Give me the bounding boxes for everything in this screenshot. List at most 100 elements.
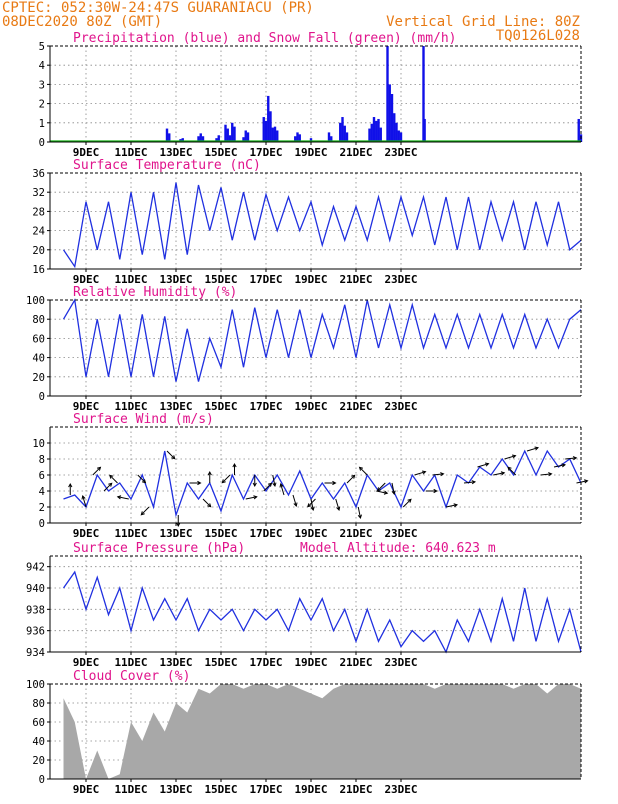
temp-xtick-label: 13DEC — [159, 273, 192, 286]
precip-bar — [181, 138, 184, 142]
precip-ytick-label: 5 — [39, 41, 45, 53]
precip-bar — [309, 138, 313, 142]
precip-xtick-label: 9DEC — [73, 146, 100, 159]
wind-arrowhead — [176, 522, 181, 528]
wind-arrow — [82, 495, 87, 508]
wind-arrow — [92, 466, 101, 476]
temp-title: Surface Temperature (nC) — [73, 158, 261, 173]
wind-arrowhead — [96, 466, 102, 471]
panel-precip: Precipitation (blue) and Snow Fall (gree… — [39, 31, 583, 159]
wind-arrowhead — [383, 490, 389, 495]
precip-bar — [330, 136, 333, 142]
temp-ytick-label: 24 — [32, 226, 45, 238]
precip-xtick-label: 11DEC — [114, 146, 147, 159]
wind-arrow — [540, 473, 552, 476]
wind-arrow — [202, 498, 212, 508]
wind-arrowhead — [310, 506, 315, 512]
pressure-line — [62, 570, 582, 654]
precip-xtick-label: 19DEC — [294, 146, 327, 159]
panel-cloud: Cloud Cover (%) 0 20 40 60 80 100 9DEC 11DEC 13DE… — [26, 669, 582, 796]
precip-ytick-label: 4 — [39, 60, 45, 72]
wind-arrowhead — [376, 487, 382, 492]
temp-xtick-label: 23DEC — [384, 273, 417, 286]
wind-arrow — [307, 498, 316, 508]
wind-arrow — [310, 498, 314, 511]
wind-xtick-label: 19DEC — [294, 527, 327, 540]
precip-bar — [339, 122, 342, 142]
precip-bar — [296, 132, 299, 142]
wind-arrow — [346, 474, 356, 484]
precip-bar — [271, 127, 274, 142]
precip-bar — [372, 117, 376, 142]
precip-bar — [276, 130, 279, 142]
rh-title: Relative Humidity (%) — [73, 285, 237, 300]
panel-rh: Relative Humidity (%) 0 20 40 60 80 100 9DEC 11D… — [26, 285, 582, 413]
pressure-xtick-label: 19DEC — [294, 656, 327, 669]
precip-bar — [264, 120, 268, 142]
wind-arrowhead — [471, 480, 477, 485]
wind-arrow — [140, 506, 150, 516]
wind-ytick-label: 0 — [39, 518, 45, 530]
cloud-xtick-label: 21DEC — [339, 783, 372, 796]
cloud-area — [63, 684, 581, 779]
precip-bar — [399, 132, 403, 142]
cloud-ytick-label: 60 — [32, 717, 45, 729]
pressure-xtick-label: 17DEC — [249, 656, 282, 669]
wind-arrow — [335, 498, 340, 511]
rh-xtick-label: 13DEC — [159, 400, 192, 413]
pressure-xtick-label: 13DEC — [159, 656, 192, 669]
wind-arrowhead — [572, 456, 578, 461]
wind-arrow — [565, 457, 577, 460]
wind-arrowhead — [232, 462, 237, 468]
wind-arrowhead — [507, 466, 512, 471]
precip-bar — [294, 136, 297, 142]
precip-bar — [377, 118, 380, 142]
precip-bar — [386, 46, 389, 142]
rh-xtick-label: 23DEC — [384, 400, 417, 413]
precip-bar — [341, 117, 344, 142]
wind-arrow — [137, 474, 146, 484]
precip-bar — [269, 111, 272, 142]
wind-arrow — [553, 464, 566, 468]
chart-panels: Precipitation (blue) and Snow Fall (gree… — [26, 31, 589, 796]
precip-bar — [393, 113, 396, 142]
precip-bar — [298, 134, 301, 142]
precip-bar — [343, 125, 346, 142]
wind-arrowhead — [81, 495, 86, 500]
wind-arrowhead — [307, 503, 312, 508]
rh-ytick-label: 40 — [32, 353, 45, 365]
wind-arrowhead — [484, 462, 490, 467]
precip-bar — [327, 132, 331, 142]
rh-xtick-label: 21DEC — [339, 400, 372, 413]
wind-arrowhead — [561, 463, 567, 468]
wind-arrowhead — [358, 466, 364, 471]
wind-arrow — [504, 455, 516, 460]
cloud-ytick-label: 40 — [32, 736, 45, 748]
wind-arrowhead — [141, 479, 147, 484]
wind-arrowhead — [332, 480, 337, 486]
wind-arrow — [359, 466, 368, 476]
wind-arrow — [463, 481, 476, 484]
pressure-ytick-label: 940 — [26, 583, 45, 595]
rh-xtick-label: 15DEC — [204, 400, 237, 413]
wind-arrow — [493, 472, 505, 476]
precip-bar — [267, 95, 270, 142]
cloud-xtick-label: 17DEC — [249, 783, 282, 796]
temp-ytick-label: 16 — [32, 264, 45, 276]
precip-xtick-label: 21DEC — [339, 146, 372, 159]
wind-arrow — [103, 482, 113, 492]
wind-ytick-label: 6 — [39, 470, 45, 482]
precip-xtick-label: 17DEC — [249, 146, 282, 159]
wind-arrowhead — [197, 480, 202, 486]
cloud-title: Cloud Cover (%) — [73, 669, 190, 684]
precip-xtick-label: 13DEC — [159, 146, 192, 159]
wind-arrowhead — [207, 470, 212, 476]
cloud-ytick-label: 100 — [26, 679, 45, 691]
precip-ytick-label: 3 — [39, 79, 45, 91]
wind-arrowhead — [109, 474, 114, 479]
wind-arrow — [263, 482, 272, 492]
wind-arrowhead — [534, 446, 539, 451]
precip-bar — [215, 138, 218, 142]
precip-bar — [423, 118, 426, 142]
